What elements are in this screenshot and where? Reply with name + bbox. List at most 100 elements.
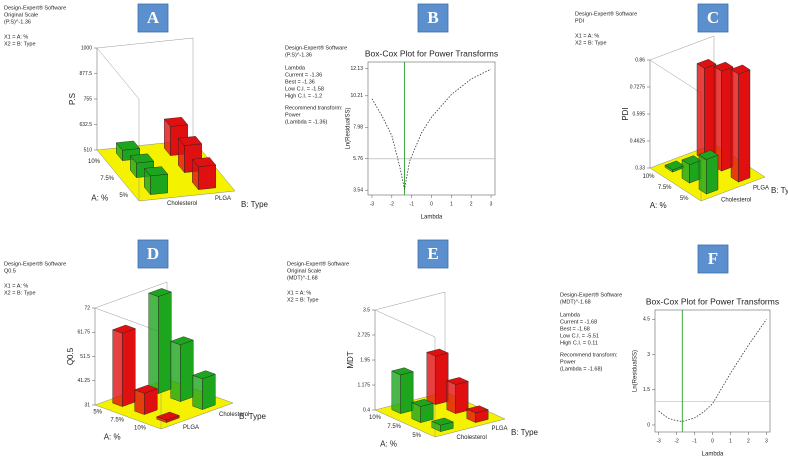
panel-label-box: [697, 244, 729, 274]
y-axis-title: MDT: [346, 351, 355, 368]
b-tick-label: PLGA: [183, 425, 199, 431]
x-axis-title: Lambda: [421, 215, 443, 221]
a-axis-title: A: %: [104, 433, 121, 442]
wall-edge: [96, 37, 194, 100]
info-text: X2 = B: Type: [4, 290, 36, 296]
panel-label: C: [707, 8, 719, 27]
y-axis-title: Ln(ResidualSS): [633, 350, 639, 392]
info-text: Q0.5: [4, 268, 16, 274]
info-text: High C.I. = -1.2: [285, 93, 322, 99]
info-text: X1 = A: %: [287, 290, 311, 296]
bar-top: [143, 166, 169, 177]
y-axis-title: Q0.5: [66, 347, 75, 365]
info-text: (Lambda = -1.36): [285, 119, 328, 125]
bar-side: [148, 292, 159, 394]
info-text: Low C.I. = -1.58: [285, 86, 324, 92]
bar-side: [696, 63, 705, 161]
bar-top: [713, 61, 734, 72]
a-tick-label: 5%: [680, 196, 689, 202]
b-tick-label: PLGA: [215, 196, 231, 202]
bar-top: [698, 150, 719, 160]
b-tick-label: Cholesterol: [457, 435, 487, 441]
info-text: Lambda: [285, 65, 306, 71]
info-text: Design-Expert® Software: [575, 10, 637, 17]
x-tick-label: 3: [765, 438, 768, 444]
x-tick-label: -1: [409, 201, 414, 207]
panel-label: B: [427, 8, 438, 27]
bar-front: [400, 371, 414, 414]
wall-edge: [374, 291, 446, 338]
info-text: Lambda: [560, 312, 581, 318]
a-axis-title: A: %: [380, 439, 397, 448]
y-tick-label: 510: [84, 147, 93, 153]
b-tick-label: Cholesterol: [167, 201, 197, 207]
x-tick-label: -3: [656, 438, 661, 444]
y-tick-label: 5.76: [353, 156, 363, 162]
y-tick-label: 0.86: [635, 57, 645, 63]
a-tick-label: 5%: [412, 433, 421, 439]
bar-side: [391, 370, 401, 414]
bar-top: [156, 411, 180, 421]
x-tick-label: 0: [430, 201, 433, 207]
bar-top: [112, 324, 136, 334]
info-text: Current = -1.36: [285, 72, 322, 78]
x-axis-title: Lambda: [702, 452, 724, 458]
y-tick-label: 2.725: [357, 332, 370, 338]
a-tick-label: 10%: [88, 159, 101, 165]
bar-front: [198, 164, 216, 190]
y-tick-label: 31: [84, 402, 90, 408]
x-tick-label: 2: [747, 438, 750, 444]
bar-top: [431, 417, 454, 426]
panel-label-box: [137, 3, 169, 33]
bar-front: [180, 339, 194, 402]
info-text: Current = -1.68: [560, 319, 597, 325]
bar-top: [391, 367, 414, 376]
y-axis-title: PDI: [621, 107, 630, 120]
a-tick-label: 7.5%: [387, 424, 401, 430]
b-axis-title: B: Type: [771, 186, 788, 195]
b-axis-title: B: Type: [241, 200, 269, 209]
a-tick-label: 10%: [642, 174, 655, 180]
y-tick-label: 0.7275: [630, 84, 646, 90]
info-text: (P.S)^-1.36: [4, 19, 31, 25]
y-tick-label: 1.175: [357, 382, 370, 388]
panel-label-box: [137, 239, 169, 269]
x-tick-label: 2: [470, 201, 473, 207]
info-text: X2 = B: Type: [4, 41, 36, 47]
bar-top: [129, 153, 155, 164]
plot-frame: [654, 309, 771, 433]
info-text: Power: [560, 359, 576, 365]
x-tick-label: 1: [729, 438, 732, 444]
y-axis-title: Ln(ResidualSS): [346, 107, 352, 149]
b-tick-label: PLGA: [492, 426, 508, 432]
y-tick-label: 1.5: [643, 387, 650, 393]
y-tick-label: 51.5: [80, 354, 90, 360]
x-tick-label: 3: [490, 201, 493, 207]
bar-front: [150, 173, 168, 195]
bar-front: [158, 291, 172, 394]
panel-label-box: [697, 3, 729, 33]
info-text: Best = -1.36: [285, 79, 315, 85]
a-tick-label: 7.5%: [658, 185, 672, 191]
info-text: Recommend transform:: [285, 105, 343, 111]
info-text: (Lambda = -1.68): [560, 366, 603, 372]
info-text: High C.I. = 0.11: [560, 340, 598, 346]
box-cox-curve: [371, 68, 492, 190]
bar-front: [122, 328, 136, 407]
panel-label-box: [417, 3, 449, 33]
y-tick-label: 877.5: [79, 71, 92, 77]
a-tick-label: 7.5%: [110, 418, 124, 424]
box-cox-curve: [658, 319, 767, 422]
b-axis-title: B: Type: [239, 412, 267, 421]
y-tick-label: 72: [84, 305, 90, 311]
info-text: X2 = B: Type: [287, 297, 319, 303]
panel-label: E: [427, 244, 438, 263]
info-text: PDI: [575, 18, 585, 24]
bar-side: [170, 341, 181, 402]
a-tick-label: 5%: [119, 193, 128, 199]
a-tick-label: 10%: [369, 415, 382, 421]
b-axis-title: B: Type: [511, 428, 539, 437]
info-text: Original Scale: [287, 268, 321, 274]
a-axis-title: A: %: [650, 201, 667, 210]
bar-top: [446, 377, 469, 385]
